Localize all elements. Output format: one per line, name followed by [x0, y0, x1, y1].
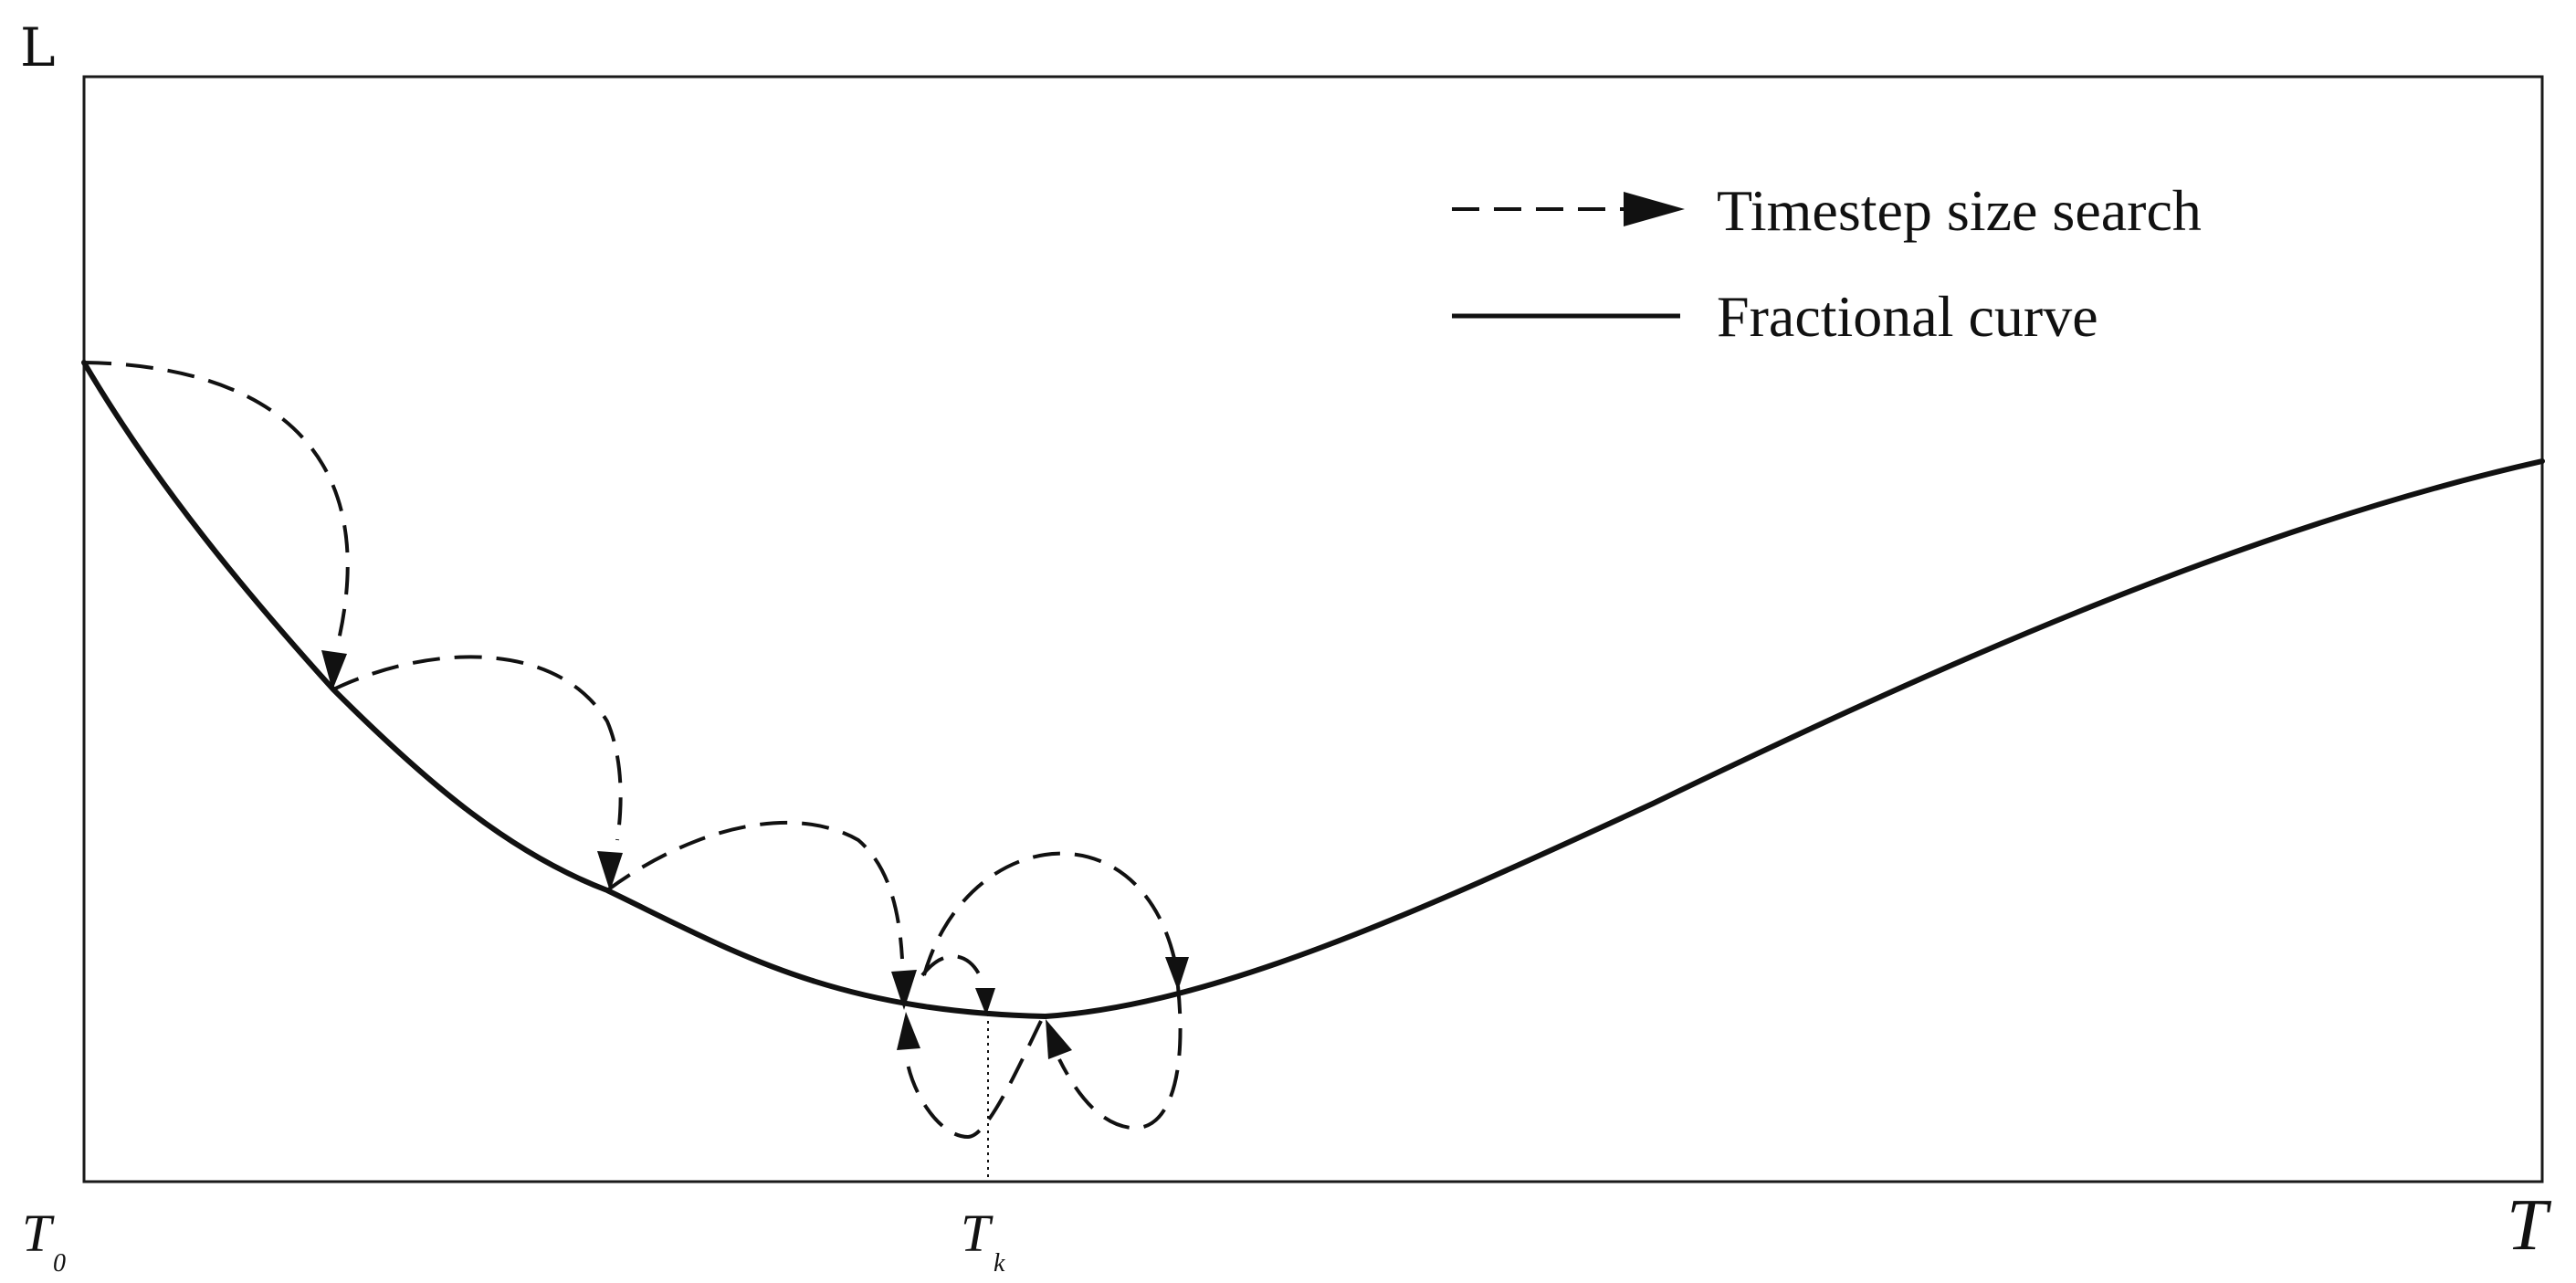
search-arc-2-head — [597, 851, 623, 891]
legend-item-curve: Fractional curve — [1452, 284, 2098, 349]
fractional-curve — [81, 360, 2545, 1020]
x-tick-t0: T 0 — [22, 1204, 66, 1278]
search-arc-4 — [920, 954, 985, 987]
x-tick-tk-sub: k — [994, 1249, 1005, 1278]
search-arc-5-head — [1165, 957, 1189, 991]
x-tick-t0-sub: 0 — [53, 1249, 66, 1278]
search-arc-3 — [605, 820, 904, 960]
x-axis-end-label: T — [2507, 1185, 2552, 1266]
y-axis-label: L — [20, 16, 56, 79]
y-axis-label-text: L — [20, 16, 56, 79]
search-arc-5 — [922, 851, 1180, 978]
legend-label-curve: Fractional curve — [1717, 284, 2098, 349]
legend: Timestep size search Fractional curve — [1452, 178, 2202, 349]
search-arc-3-head — [891, 970, 917, 1010]
legend-arrow-icon — [1624, 192, 1685, 226]
search-arc-7 — [905, 1020, 1043, 1140]
search-arcs — [83, 361, 1189, 1140]
x-tick-tk-main: T — [961, 1204, 994, 1263]
legend-label-search: Timestep size search — [1717, 178, 2202, 243]
search-arrow-1 — [321, 650, 347, 690]
search-arc-2 — [332, 655, 623, 841]
search-arc-4-head — [975, 988, 995, 1015]
search-arc-6-head — [1046, 1019, 1072, 1059]
search-arc-1 — [83, 361, 350, 645]
x-tick-t0-main: T — [22, 1204, 55, 1263]
plot-frame — [82, 75, 2544, 1183]
legend-item-search: Timestep size search — [1452, 178, 2202, 243]
x-tick-tk: T k — [961, 1204, 1005, 1278]
search-arc-6 — [1057, 985, 1183, 1131]
search-arc-7-head — [897, 1012, 920, 1050]
